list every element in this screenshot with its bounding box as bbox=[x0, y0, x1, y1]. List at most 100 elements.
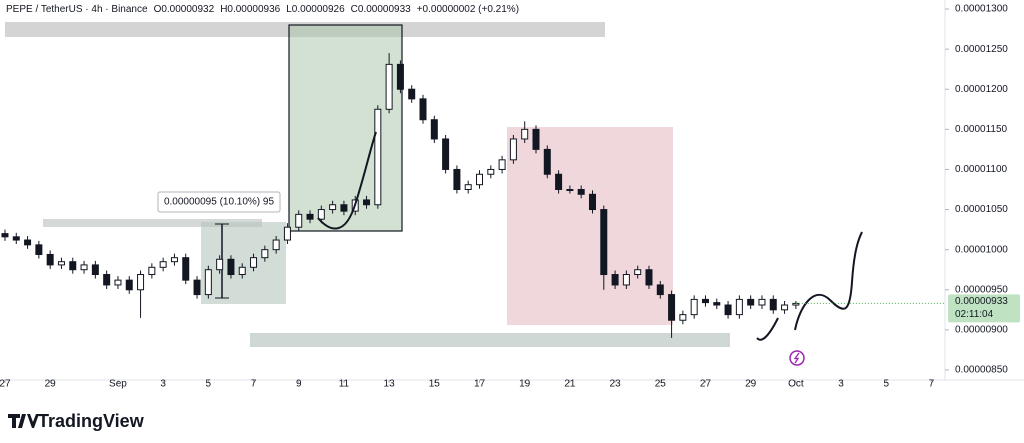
x-tick-label: 5 bbox=[206, 379, 212, 390]
x-tick-label: 29 bbox=[45, 379, 57, 390]
candle-body bbox=[532, 128, 540, 150]
candle-body bbox=[91, 264, 99, 276]
candle-body bbox=[340, 204, 348, 212]
candle-body bbox=[555, 173, 563, 190]
x-tick-label: 7 bbox=[251, 379, 257, 390]
candle-body bbox=[216, 258, 224, 271]
candle-body bbox=[419, 98, 427, 121]
candle-body bbox=[148, 266, 156, 276]
candle-body bbox=[317, 209, 325, 220]
x-tick-label: 23 bbox=[610, 379, 622, 390]
y-tick-label: 0.00001200 bbox=[955, 84, 1008, 95]
candle-body bbox=[408, 88, 416, 100]
header: PEPE / TetherUS · 4h · Binance O0.0000093… bbox=[6, 4, 519, 15]
countdown: 02:11:04 bbox=[955, 309, 994, 320]
measure-tooltip bbox=[157, 191, 281, 213]
candle-body bbox=[430, 119, 438, 140]
candle-body bbox=[543, 148, 551, 175]
x-tick-label: Oct bbox=[788, 379, 804, 390]
candle-body bbox=[634, 269, 642, 276]
candle-body bbox=[103, 274, 111, 286]
candle-body bbox=[170, 257, 178, 263]
candle-body bbox=[588, 193, 596, 211]
logo-text: TradingView bbox=[38, 411, 145, 431]
symbol-title: PEPE / TetherUS · 4h · Binance bbox=[6, 4, 148, 15]
candle-body bbox=[713, 302, 721, 306]
x-tick-label: 9 bbox=[296, 379, 302, 390]
candle-body bbox=[521, 128, 529, 140]
x-tick-label: 19 bbox=[519, 379, 531, 390]
candle-body bbox=[114, 279, 122, 286]
candle-body bbox=[611, 274, 619, 286]
candle-body bbox=[701, 298, 709, 304]
candle-body bbox=[272, 239, 280, 251]
last-price-label: 0.00000933 bbox=[955, 296, 1008, 307]
header-value: O0.00000932 bbox=[154, 4, 215, 15]
header-value: C0.00000933 bbox=[351, 4, 411, 15]
candle-body bbox=[182, 257, 190, 281]
x-tick-label: 17 bbox=[474, 379, 486, 390]
x-tick-label: 3 bbox=[838, 379, 844, 390]
candle-body bbox=[600, 209, 608, 276]
y-tick-label: 0.00001100 bbox=[955, 164, 1008, 175]
candle-body bbox=[396, 63, 404, 90]
header-value: L0.00000926 bbox=[286, 4, 345, 15]
candle-body bbox=[724, 304, 732, 316]
x-tick-label: 7 bbox=[929, 379, 935, 390]
x-tick-label: 15 bbox=[429, 379, 441, 390]
header-value: +0.00000002 (+0.21%) bbox=[417, 4, 519, 15]
candle-body bbox=[769, 298, 777, 311]
x-tick-label: 21 bbox=[564, 379, 576, 390]
candle-body bbox=[735, 298, 743, 316]
candle-body bbox=[80, 264, 88, 271]
candle-body bbox=[679, 314, 687, 321]
x-tick-label: 25 bbox=[655, 379, 667, 390]
candle-body bbox=[57, 261, 65, 266]
candle-body bbox=[24, 239, 32, 246]
candle-body bbox=[250, 257, 258, 268]
candle-body bbox=[295, 213, 303, 228]
candle-body bbox=[35, 244, 43, 255]
y-tick-label: 0.00000900 bbox=[955, 325, 1008, 336]
x-tick-label: 5 bbox=[883, 379, 889, 390]
candle-body bbox=[261, 249, 269, 259]
y-tick-label: 0.00001150 bbox=[955, 124, 1008, 135]
candle-body bbox=[329, 204, 337, 211]
y-tick-label: 0.00001050 bbox=[955, 204, 1008, 215]
candle-body bbox=[645, 269, 653, 286]
candle-body bbox=[566, 189, 574, 191]
x-tick-label: 3 bbox=[160, 379, 166, 390]
candle-body bbox=[509, 138, 517, 161]
y-tick-label: 0.00000850 bbox=[955, 365, 1008, 376]
candle-body bbox=[12, 236, 20, 241]
event-icon-bolt bbox=[793, 352, 800, 364]
zone-bar bbox=[250, 333, 730, 347]
x-tick-label: Sep bbox=[109, 379, 127, 390]
candle-body bbox=[781, 304, 789, 311]
y-tick-label: 0.00001300 bbox=[955, 4, 1008, 15]
candle-body bbox=[476, 173, 484, 186]
x-tick-label: 29 bbox=[745, 379, 757, 390]
candle-body bbox=[464, 184, 472, 191]
x-tick-label: 13 bbox=[384, 379, 396, 390]
y-tick-label: 0.00000950 bbox=[955, 284, 1008, 295]
candle-body bbox=[193, 279, 201, 296]
candle-body bbox=[747, 298, 755, 306]
candle-body bbox=[125, 279, 133, 291]
drawn-curve bbox=[756, 317, 779, 341]
candle-body bbox=[374, 108, 382, 206]
logo: TradingView bbox=[8, 411, 145, 431]
candle-body bbox=[306, 213, 314, 220]
candle-body bbox=[622, 274, 630, 286]
candle-body bbox=[227, 258, 235, 276]
candle-body bbox=[487, 168, 495, 175]
x-tick-label: 27 bbox=[0, 379, 11, 390]
zone-bar bbox=[43, 219, 262, 227]
candle-body bbox=[204, 269, 212, 296]
breakout-box bbox=[288, 24, 403, 232]
x-tick-label: 27 bbox=[700, 379, 712, 390]
candle-body bbox=[1, 233, 9, 238]
y-tick-label: 0.00001000 bbox=[955, 244, 1008, 255]
candle-body bbox=[385, 63, 393, 110]
